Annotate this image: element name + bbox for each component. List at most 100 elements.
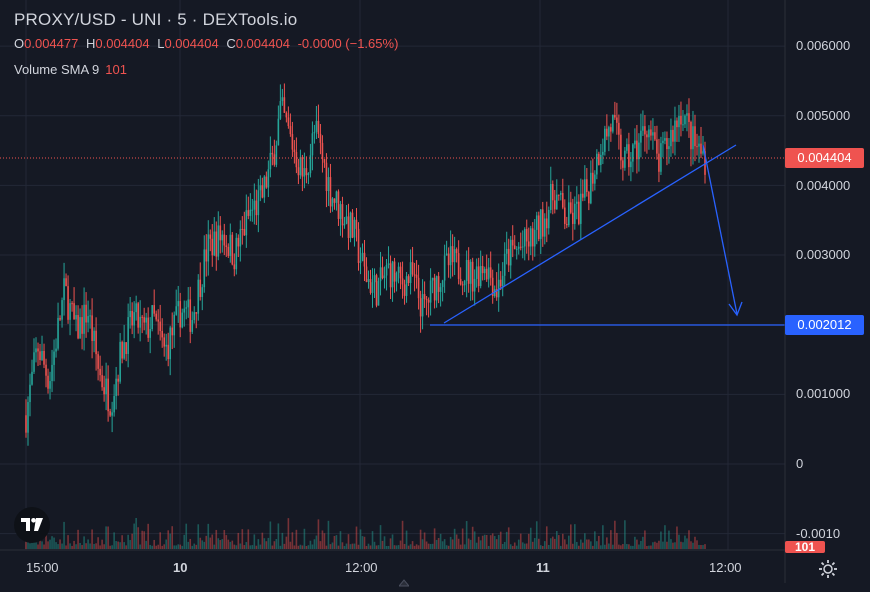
legend: PROXY/USD - UNI · 5 · DEXTools.io O0.004… (14, 10, 402, 77)
candle-body (183, 308, 186, 313)
volume-bar (57, 544, 59, 549)
candle-body (265, 176, 268, 188)
candle-body (25, 415, 27, 433)
candle-body (682, 124, 684, 126)
candle-body (201, 287, 204, 297)
candle-body (189, 299, 192, 332)
candle-body (131, 310, 133, 326)
volume-bar (277, 523, 280, 549)
volume-bar (644, 530, 646, 549)
volume-bar (171, 526, 174, 549)
candle-body (63, 278, 65, 301)
candle-body (680, 115, 682, 125)
candle-body (179, 301, 182, 328)
volume-bar (656, 542, 658, 549)
volume-bar (311, 544, 314, 549)
volume-bar (149, 544, 151, 549)
candle-body (235, 237, 238, 270)
candle-body (672, 129, 674, 142)
symbol-title[interactable]: PROXY/USD - UNI · 5 · DEXTools.io (14, 10, 298, 29)
volume-bar (175, 545, 178, 549)
volume-bar (229, 541, 232, 549)
candle-body (612, 114, 614, 132)
volume-bar (680, 541, 682, 549)
volume-bar (69, 543, 71, 549)
candle-body (111, 412, 113, 416)
volume-bar (505, 531, 508, 549)
volume-bar (337, 545, 340, 549)
volume-bar (551, 536, 554, 549)
candle-body (373, 275, 376, 283)
volume-bar (622, 544, 624, 549)
volume-bar (507, 527, 510, 549)
open-label: O (14, 36, 25, 51)
candle-body (49, 381, 51, 389)
volume-bar (117, 541, 119, 549)
candle-body (231, 234, 234, 265)
support-price-tag: 0.002012 (785, 315, 864, 335)
candle-body (628, 144, 630, 168)
candle-body (602, 151, 604, 155)
volume-bar (576, 541, 578, 549)
candle-body (307, 173, 310, 176)
candle-body (401, 278, 404, 285)
candle-body (359, 261, 362, 263)
candle-body (419, 298, 422, 317)
volume-bar (543, 541, 546, 549)
volume-bar (289, 541, 292, 549)
volume-bar (143, 531, 145, 549)
change-value: -0.0000 (−1.65%) (297, 36, 399, 51)
volume-bar (181, 545, 184, 549)
volume-bar (381, 540, 384, 549)
candle-body (225, 245, 228, 247)
volume-bar (245, 542, 248, 549)
candle-body (656, 139, 658, 154)
candle-body (698, 143, 700, 147)
candle-body (215, 231, 218, 257)
candle-body (409, 262, 412, 283)
candle-body (551, 184, 554, 201)
candle-body (519, 246, 522, 248)
volume-bar (357, 544, 360, 549)
volume-bar (535, 521, 538, 549)
volume-bar (147, 523, 149, 549)
candle-body (95, 330, 97, 355)
candle-body (283, 97, 286, 113)
volume-bar (257, 539, 260, 549)
volume-bar (321, 530, 324, 549)
candle-body (345, 216, 348, 224)
candle-body (211, 238, 214, 256)
volume-bar (666, 541, 668, 549)
volume-bar (81, 545, 83, 549)
volume-bar (191, 545, 194, 549)
volume-bar (185, 523, 188, 549)
candle-body (576, 201, 578, 204)
volume-indicator-legend[interactable]: Volume SMA 9 101 (14, 62, 402, 77)
volume-bar (407, 545, 410, 549)
volume-bar (141, 530, 143, 549)
volume-bar (405, 530, 408, 549)
candle-body (355, 219, 358, 229)
candle-body (688, 113, 690, 122)
volume-bar (600, 545, 602, 549)
volume-bar (423, 532, 426, 549)
candle-body (399, 266, 402, 279)
gear-icon[interactable] (817, 558, 839, 580)
candle-body (670, 129, 672, 147)
candle-body (249, 209, 252, 216)
volume-bar (411, 541, 414, 549)
price-tick: 0.004000 (796, 178, 851, 193)
candle-body (365, 266, 368, 282)
volume-bar (363, 536, 366, 549)
volume-bar (251, 545, 254, 549)
volume-bar (221, 539, 224, 549)
candle-body (207, 234, 210, 262)
volume-bar (580, 539, 582, 549)
candle-body (547, 209, 550, 229)
tradingview-logo-icon[interactable] (14, 507, 50, 543)
candle-body (115, 378, 117, 397)
candle-body (223, 234, 226, 246)
volume-bar (429, 544, 432, 549)
candle-body (279, 101, 282, 119)
